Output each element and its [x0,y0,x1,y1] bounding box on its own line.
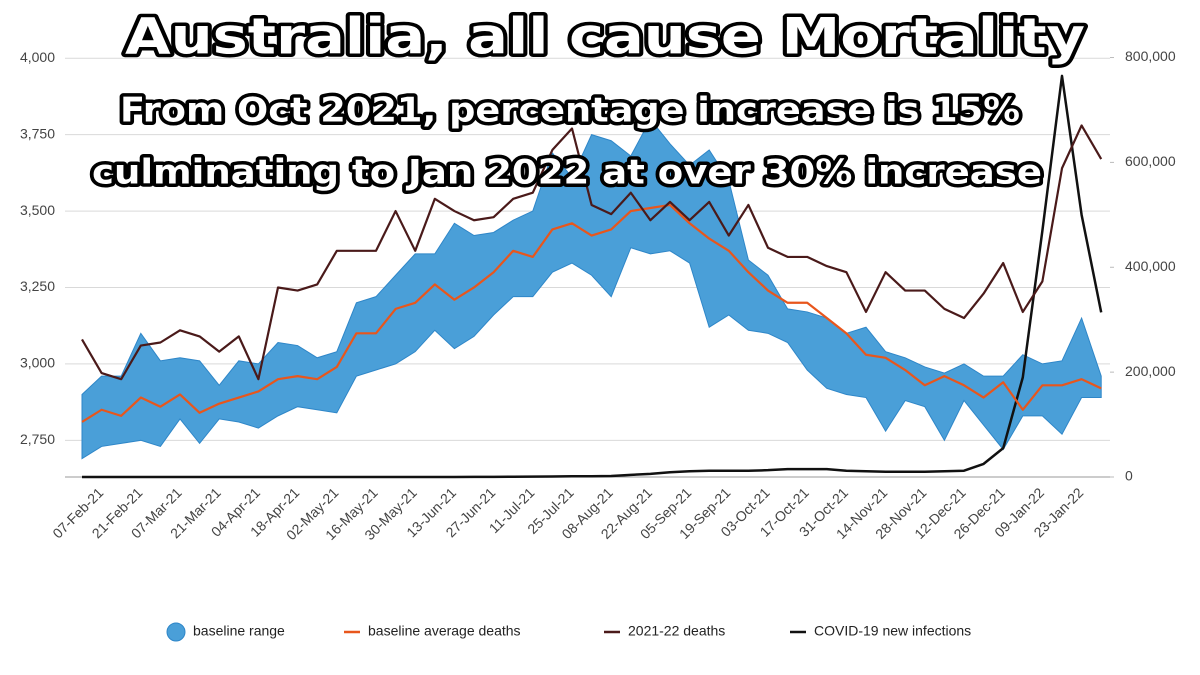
legend-item: baseline average deaths [344,623,521,639]
y-tick-label: 3,250 [20,278,55,294]
legend-label: baseline average deaths [368,623,521,639]
legend-item: baseline range [166,622,285,642]
y-tick-label: 3,000 [20,355,55,371]
y2-tick-label: 400,000 [1125,258,1176,274]
overlay: Australia, all cause Mortality From Oct … [89,4,1089,196]
y2-tick-label: 200,000 [1125,363,1176,379]
y-tick-label: 4,000 [20,49,55,65]
chart-subtitle: From Oct 2021, percentage increase is 15… [120,91,1020,131]
legend-item: 2021-22 deaths [604,623,725,639]
legend-swatch [166,622,186,642]
y-tick-label: 3,500 [20,202,55,218]
series-line [82,74,1103,479]
legend-label: COVID-19 new infections [814,623,971,639]
y-tick-label: 2,750 [20,431,55,447]
legend-label: baseline range [193,623,285,639]
series-line [81,203,1102,423]
chart-title: Australia, all cause Mortality [125,8,1085,66]
y2-tick-label: 600,000 [1125,153,1176,169]
legend-label: 2021-22 deaths [628,623,725,639]
legend-item: COVID-19 new infections [790,623,971,639]
y-tick-label: 3,750 [20,125,55,141]
chart-subtitle: culminating to Jan 2022 at over 30% incr… [92,153,1042,193]
y2-tick-label: 800,000 [1125,48,1176,64]
y2-tick-label: 0 [1125,468,1133,484]
series-line [81,124,1103,381]
baseline-band [81,118,1102,460]
